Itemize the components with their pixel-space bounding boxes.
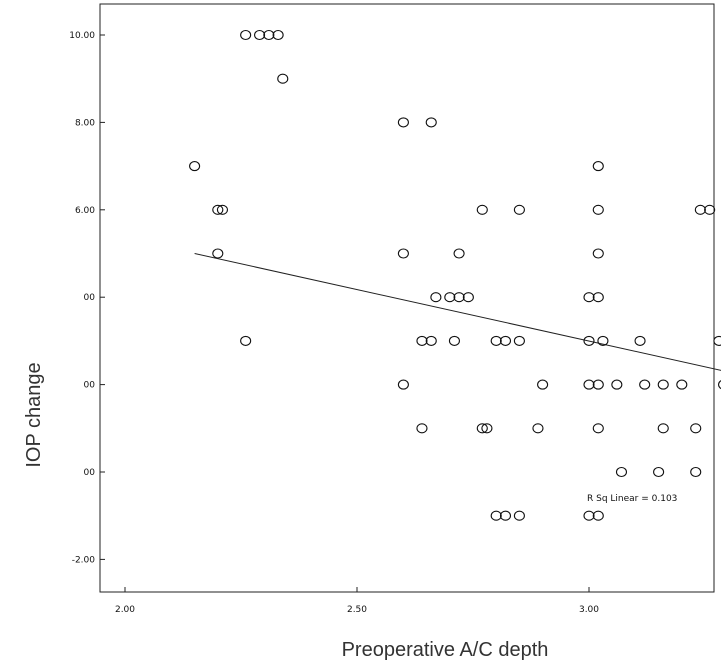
data-point [240, 335, 252, 346]
data-point [513, 335, 525, 346]
data-point [653, 466, 665, 478]
y-tick-label: 10.00 [69, 31, 95, 41]
data-point [592, 379, 604, 390]
data-point [704, 204, 716, 215]
data-point [532, 423, 544, 434]
data-point [416, 335, 428, 346]
data-point [272, 29, 284, 41]
data-point [212, 248, 224, 259]
data-point [397, 248, 409, 259]
data-point [537, 379, 549, 390]
data-point [499, 335, 512, 346]
data-point [611, 379, 623, 390]
data-point [277, 73, 289, 84]
data-point [425, 117, 437, 128]
data-point [240, 29, 252, 41]
data-point [481, 423, 493, 434]
data-point [462, 292, 474, 303]
data-point [592, 423, 604, 434]
data-point [416, 423, 428, 434]
data-point [592, 248, 604, 259]
data-point [657, 423, 669, 434]
data-point [212, 204, 224, 215]
data-point [453, 248, 465, 259]
x-tick-labels: 2.002.503.003.504.004.50 [115, 605, 599, 615]
axis-ticks [100, 34, 590, 592]
data-point [592, 161, 604, 172]
data-point [694, 204, 706, 215]
y-tick-label: 00 [84, 381, 96, 391]
data-point [499, 510, 512, 521]
plot-area [99, 3, 715, 593]
x-tick-label: 3.00 [579, 605, 599, 615]
data-point [513, 204, 525, 215]
data-point [615, 466, 628, 478]
y-tick-label: 6.00 [75, 206, 95, 216]
data-point [583, 335, 595, 346]
data-point [490, 335, 502, 346]
data-point [216, 204, 228, 215]
data-point [453, 292, 465, 303]
data-point [476, 204, 488, 215]
data-point [713, 335, 721, 346]
data-point [639, 379, 651, 390]
data-point [444, 292, 456, 303]
data-point [583, 510, 595, 521]
data-point [676, 379, 688, 390]
data-point [690, 423, 702, 434]
y-tick-label: -2.00 [72, 555, 96, 565]
data-point [430, 292, 442, 303]
data-point [490, 510, 502, 521]
data-point [513, 510, 525, 521]
data-point [592, 292, 604, 303]
data-point [448, 335, 460, 346]
y-axis-title: IOP change [23, 362, 45, 467]
x-tick-label: 2.00 [115, 605, 135, 615]
data-point [592, 204, 604, 215]
data-point [690, 466, 702, 478]
y-tick-label: 00 [84, 293, 96, 303]
x-axis-title: Preoperative A/C depth [342, 639, 549, 661]
x-tick-label: 2.50 [347, 605, 367, 615]
data-point [263, 29, 275, 41]
data-point [397, 117, 409, 128]
data-point [254, 29, 266, 41]
y-tick-label: 8.00 [75, 118, 95, 128]
y-tick-labels: -2.00 00 00 00 6.00 8.00 10.00 [69, 31, 95, 565]
data-point [634, 335, 646, 346]
data-point [425, 335, 437, 346]
data-point [583, 292, 595, 303]
data-point [718, 380, 721, 390]
data-point [476, 423, 488, 434]
data-point [657, 379, 669, 390]
r-squared-annotation: R Sq Linear = 0.103 [587, 494, 677, 504]
data-points [189, 29, 721, 521]
data-point [583, 379, 595, 390]
data-point [397, 379, 409, 390]
data-point [592, 510, 604, 521]
data-point [189, 161, 201, 172]
y-tick-label: 00 [84, 468, 96, 478]
data-point [597, 335, 609, 346]
regression-line [194, 253, 721, 371]
